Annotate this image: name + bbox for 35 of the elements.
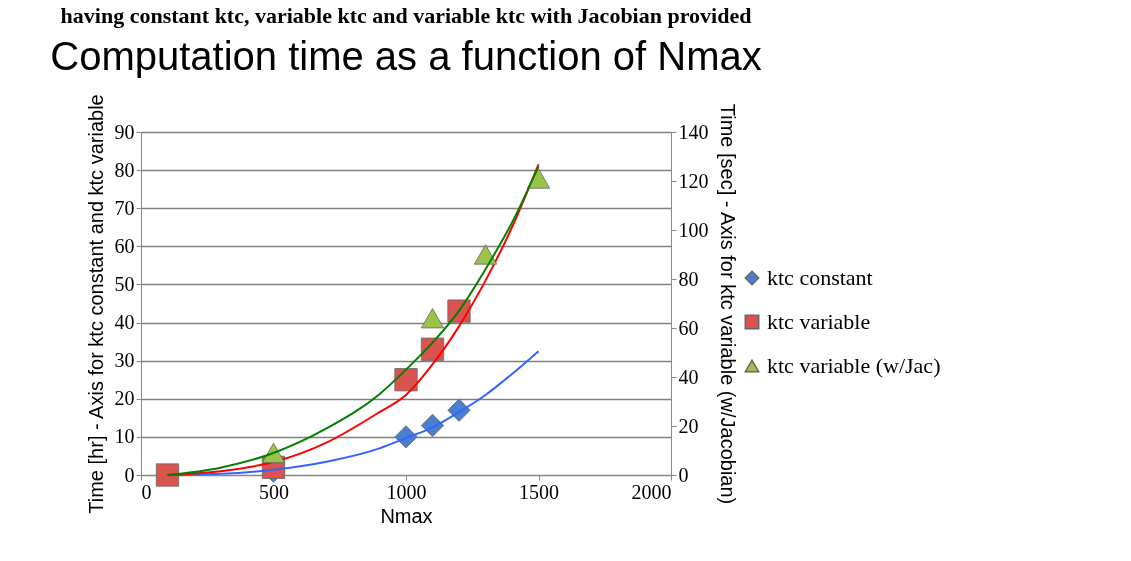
x-tick-label: 1500: [519, 480, 559, 503]
x-tick-label: 1000: [386, 480, 427, 503]
y-tick-label: 20: [114, 387, 135, 410]
x-tick-label: 2000: [631, 480, 672, 503]
y2-tick-label: 100: [678, 218, 709, 241]
legend-label: ktc variable (w/Jac): [767, 353, 941, 378]
y2-tick-label: 60: [678, 316, 699, 339]
point: [420, 308, 445, 329]
y-tick-label: 80: [114, 158, 135, 181]
y2-tick-label: 0: [678, 463, 689, 486]
point: [473, 244, 498, 265]
y-tick-label: 60: [114, 234, 135, 257]
x-tick-label: 500: [259, 480, 289, 503]
y-tick-label: 50: [114, 272, 135, 295]
y2-tick-label: 80: [678, 267, 699, 290]
y2-tick-label: 40: [678, 365, 699, 388]
point: [526, 168, 551, 189]
text: having constant ktc, variable ktc and variable ktc with Jacobian provided: [60, 3, 752, 29]
y2-tick-label: 140: [678, 120, 709, 143]
legend-label: ktc variable: [767, 309, 871, 334]
y-tick-label: 90: [114, 120, 135, 143]
x-axis-title: Nmax: [380, 504, 433, 527]
y2-tick-label: 20: [678, 414, 699, 437]
y-tick-label: 70: [114, 196, 135, 219]
y-tick-label: 10: [114, 425, 135, 448]
y-tick-label: 40: [114, 311, 135, 334]
legend-label: ktc constant: [767, 265, 873, 290]
y2-axis-title: Time [sec] - Axis for ktc variable (w/Jacobian): [716, 103, 739, 505]
chart-title: Computation time as a function of Nmax: [50, 34, 762, 79]
y-axis-title: Time [hr] - Axis for ktc constant and ktc variable: [84, 94, 107, 514]
y-tick-label: 30: [114, 349, 135, 372]
point: [155, 463, 180, 487]
x-tick-label: 0: [141, 480, 152, 503]
y-tick-label: 0: [124, 463, 135, 486]
y2-tick-label: 120: [678, 169, 709, 192]
